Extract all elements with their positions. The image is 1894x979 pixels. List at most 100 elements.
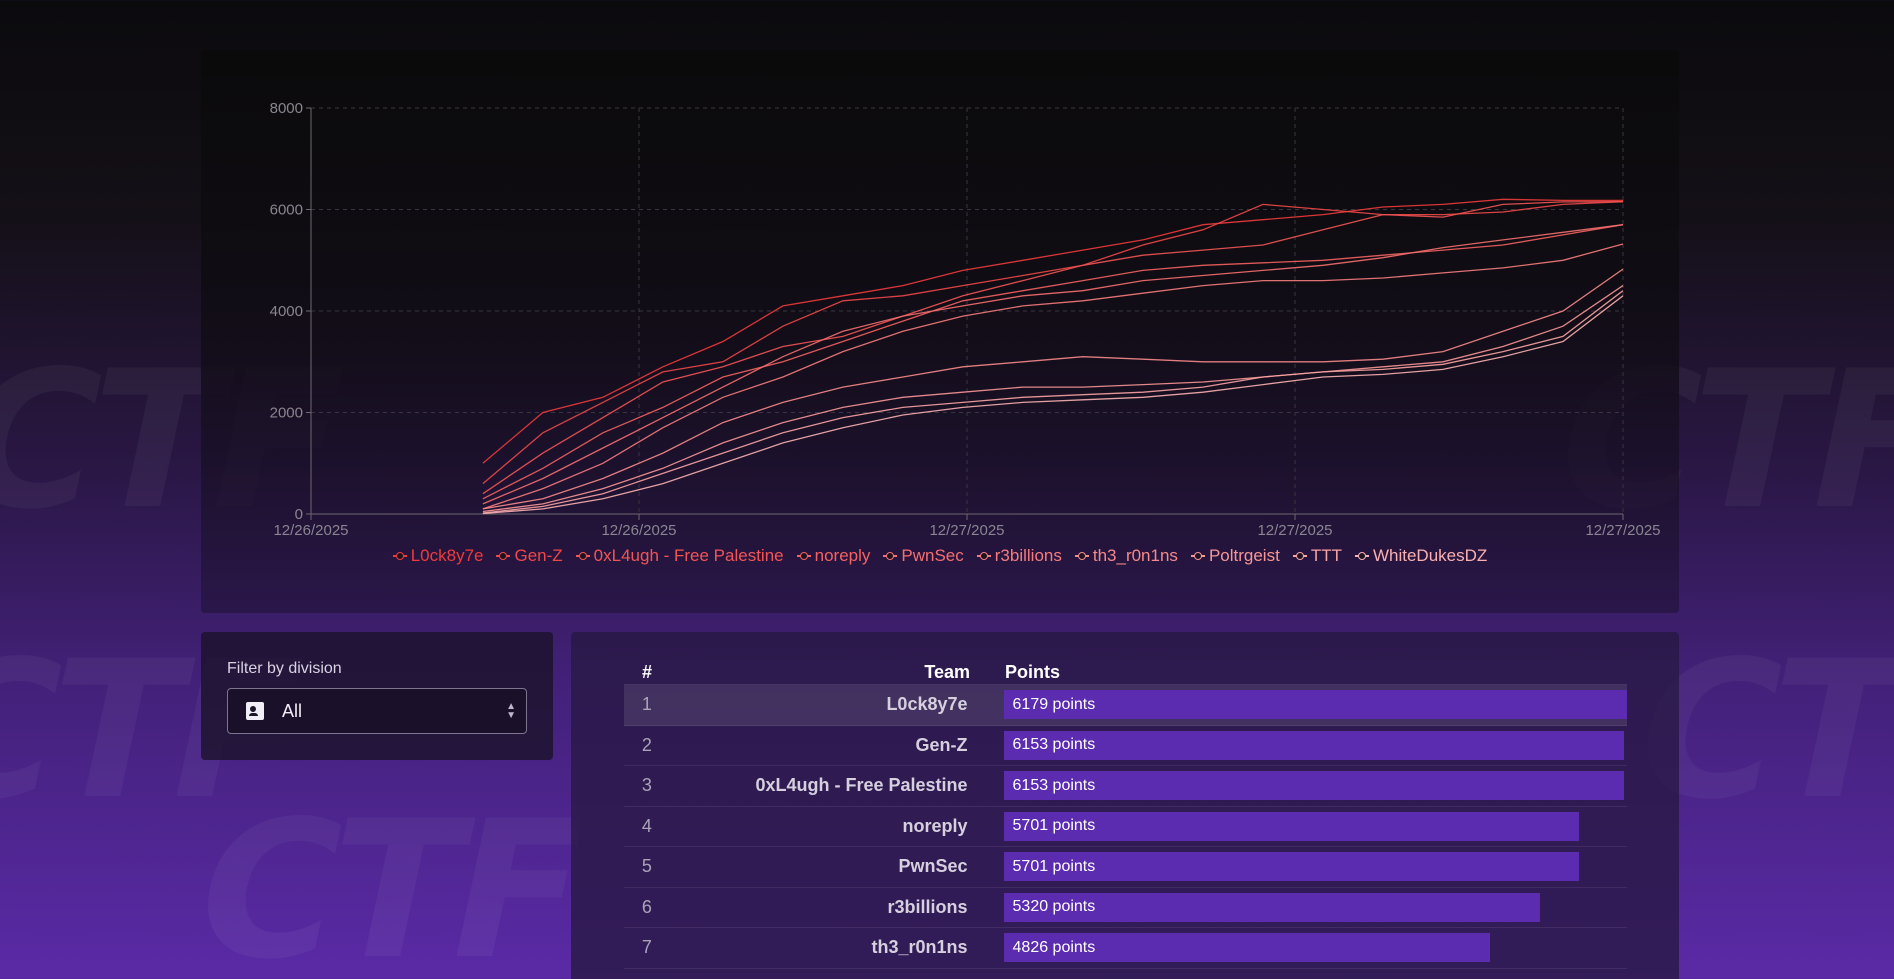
row-team-name[interactable]: 0xL4ugh - Free Palestine [755, 775, 968, 796]
table-row[interactable]: 3 0xL4ugh - Free Palestine 6153 points [624, 766, 1627, 807]
row-team-name[interactable]: noreply [902, 815, 968, 836]
division-select-value: All [282, 700, 303, 721]
legend-marker-icon [976, 551, 991, 561]
x-tick-label: 12/26/2025 [273, 522, 348, 539]
points-bar: 5320 points [1003, 892, 1541, 922]
legend-item[interactable]: 0xL4ugh - Free Palestine [575, 546, 784, 566]
series-line-5 [482, 243, 1624, 510]
legend-marker-icon [1292, 551, 1307, 561]
table-row[interactable]: 1 L0ck8y7e 6179 points [624, 685, 1627, 726]
table-row[interactable]: 6 r3billions 5320 points [624, 888, 1627, 928]
chevron-up-down-icon: ▲ ▼ [506, 701, 516, 721]
row-rank: 4 [641, 815, 652, 836]
y-tick-label: 8000 [270, 100, 303, 117]
x-tick-label: 12/27/2025 [1585, 522, 1660, 539]
series-line-4 [482, 224, 1624, 505]
header-rank[interactable]: # [641, 662, 652, 682]
filter-panel: Filter by division All ▲ ▼ [201, 632, 553, 760]
row-team-name[interactable]: PwnSec [898, 856, 968, 877]
x-tick-label: 12/26/2025 [601, 522, 676, 539]
legend-item[interactable]: noreply [796, 546, 871, 566]
row-team-name[interactable]: th3_r0n1ns [871, 937, 968, 958]
x-tick-label: 12/27/2025 [929, 522, 1004, 539]
legend-label: Poltrgeist [1208, 546, 1280, 565]
chart-legend: L0ck8y7e Gen-Z 0xL4ugh - Free Palestine nor… [201, 546, 1679, 566]
legend-label: th3_r0n1ns [1092, 546, 1178, 565]
row-team-name[interactable]: L0ck8y7e [886, 694, 968, 715]
legend-item[interactable]: TTT [1292, 546, 1342, 566]
points-label: 6153 points [1012, 736, 1096, 754]
legend-marker-icon [796, 551, 811, 561]
header-team[interactable]: Team [924, 662, 970, 682]
points-bar-track: 4826 points [1003, 933, 1627, 963]
row-rank: 5 [641, 856, 652, 877]
row-rank: 6 [641, 896, 652, 917]
legend-item[interactable]: WhiteDukesDZ [1354, 546, 1488, 566]
x-tick-label: 12/27/2025 [1257, 522, 1332, 539]
series-line-2 [482, 201, 1624, 495]
score-chart-panel: 0 2000 4000 6000 8000 12/26/2025 12/26/2025 12/… [201, 50, 1679, 613]
legend-item[interactable]: Poltrgeist [1190, 546, 1280, 566]
row-team-name[interactable]: r3billions [887, 896, 968, 917]
points-bar: 6153 points [1003, 730, 1625, 760]
points-label: 5320 points [1012, 898, 1096, 916]
table-row[interactable]: 4 noreply 5701 points [624, 807, 1627, 847]
points-bar-track: 5701 points [1003, 811, 1627, 841]
legend-label: WhiteDukesDZ [1372, 546, 1488, 565]
legend-item[interactable]: th3_r0n1ns [1074, 546, 1178, 566]
row-rank: 7 [641, 937, 652, 958]
y-tick-label: 2000 [270, 405, 303, 422]
header-points[interactable]: Points [1005, 662, 1061, 682]
legend-marker-icon [496, 551, 511, 561]
legend-marker-icon [392, 551, 407, 561]
legend-label: 0xL4ugh - Free Palestine [593, 546, 784, 565]
legend-item[interactable]: r3billions [976, 546, 1062, 566]
series-line-6 [482, 268, 1624, 510]
points-bar-track: 5320 points [1003, 892, 1627, 922]
points-label: 6179 points [1012, 695, 1096, 713]
legend-label: r3billions [994, 546, 1062, 565]
points-bar: 5701 points [1003, 811, 1579, 841]
legend-item[interactable]: Gen-Z [496, 546, 563, 566]
points-bar-track: 5701 points [1003, 852, 1627, 882]
points-bar: 4826 points [1003, 933, 1491, 963]
row-team-name[interactable]: Gen-Z [915, 734, 968, 755]
points-label: 4826 points [1012, 938, 1096, 956]
table-row[interactable]: 7 th3_r0n1ns 4826 points [624, 928, 1627, 969]
points-label: 5701 points [1012, 817, 1096, 835]
points-label: 5701 points [1012, 857, 1096, 875]
legend-label: noreply [814, 546, 871, 565]
division-select[interactable]: All ▲ ▼ [227, 688, 527, 734]
legend-label: L0ck8y7e [410, 546, 484, 565]
legend-marker-icon [1190, 551, 1205, 561]
table-row[interactable]: 5 PwnSec 5701 points [624, 847, 1627, 888]
filter-label: Filter by division [227, 660, 342, 677]
legend-marker-icon [575, 551, 590, 561]
table-row[interactable]: 2 Gen-Z 6153 points [624, 726, 1627, 766]
y-tick-label: 0 [295, 506, 303, 523]
watermark: CTF [177, 780, 599, 979]
row-rank: 3 [641, 775, 652, 796]
series-line-9 [482, 295, 1624, 515]
points-bar: 6153 points [1003, 771, 1625, 801]
score-chart: 0 2000 4000 6000 8000 12/26/2025 12/26/2025 12/… [270, 100, 1661, 539]
legend-label: Gen-Z [514, 546, 563, 565]
y-tick-label: 4000 [270, 303, 303, 320]
legend-item[interactable]: L0ck8y7e [392, 546, 484, 566]
points-bar-track: 6153 points [1003, 771, 1627, 801]
legend-label: PwnSec [901, 546, 964, 565]
legend-marker-icon [883, 551, 898, 561]
series-line-0 [482, 198, 1623, 464]
series-line-1 [482, 201, 1624, 485]
points-bar: 6179 points [1003, 690, 1627, 720]
legend-item[interactable]: PwnSec [883, 546, 964, 566]
legend-marker-icon [1354, 551, 1369, 561]
legend-label: TTT [1310, 546, 1342, 565]
series-line-7 [482, 285, 1624, 513]
table-body: 1 L0ck8y7e 6179 points 2 Gen-Z 6153 points 3 0x… [624, 685, 1627, 969]
points-bar-track: 6179 points [1003, 690, 1627, 720]
points-bar-track: 6153 points [1003, 730, 1627, 760]
table-header: # Team Points [624, 662, 1627, 685]
legend-marker-icon [1074, 551, 1089, 561]
row-rank: 2 [641, 734, 652, 755]
